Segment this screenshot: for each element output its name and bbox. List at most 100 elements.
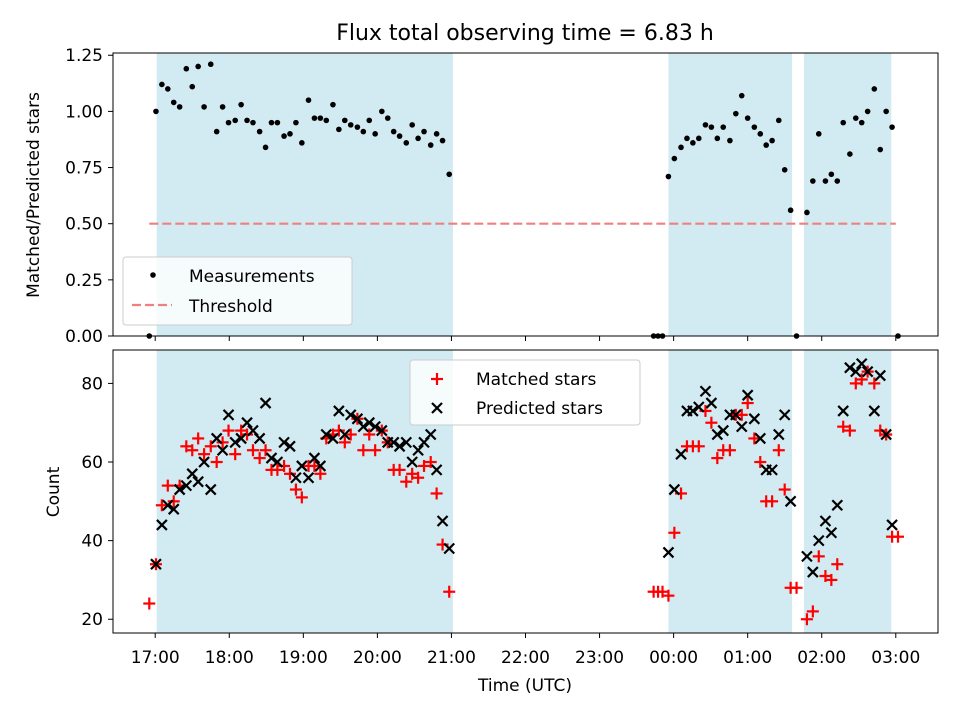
predicted-star-point — [844, 361, 856, 374]
predicted-star-point — [807, 566, 819, 578]
matched-star-point — [424, 456, 437, 469]
predicted-star-point — [253, 432, 266, 445]
measurement-point — [396, 133, 403, 139]
measurement-point — [433, 131, 440, 137]
matched-star-point — [837, 420, 850, 433]
predicted-star-point — [784, 495, 797, 508]
matched-star-point — [198, 448, 211, 461]
matched-star-point — [800, 613, 813, 626]
predicted-star-point — [662, 546, 675, 559]
matched-star-point — [186, 444, 199, 457]
predicted-star-point — [357, 420, 370, 433]
predicted-star-point — [443, 542, 455, 555]
measurement-point — [183, 65, 190, 72]
top-panel: 0.00 0.25 0.50 0.75 1.00 1.25 Matched/Predict… — [24, 46, 939, 347]
matched-star-point — [289, 483, 302, 496]
matched-star-point — [344, 428, 357, 441]
measurement-point — [847, 151, 853, 157]
predicted-star-point — [748, 413, 761, 425]
matched-star-point — [723, 444, 736, 457]
x-axis-label: Time (UTC) — [477, 676, 572, 696]
predicted-star-point — [363, 416, 376, 429]
matched-star-point — [192, 432, 205, 445]
predicted-star-point — [387, 436, 400, 449]
measurement-point — [751, 124, 758, 130]
matched-star-point — [692, 440, 705, 453]
predicted-star-point — [436, 515, 449, 527]
measurement-point — [781, 166, 788, 173]
top-y-axis-label: Matched/Predicted stars — [24, 92, 44, 298]
predicted-star-point — [861, 365, 874, 378]
predicted-star-point — [711, 428, 724, 441]
matched-star-point — [831, 558, 844, 571]
predicted-star-point — [210, 432, 223, 445]
matched-star-point — [295, 491, 308, 504]
predicted-star-point — [192, 475, 204, 488]
measurement-point — [268, 119, 275, 126]
measurement-point — [883, 108, 889, 115]
matched-star-point — [668, 526, 681, 539]
predicted-star-point — [186, 468, 199, 480]
predicted-star-point — [173, 483, 186, 496]
predicted-star-point — [412, 444, 424, 457]
predicted-star-point — [754, 432, 767, 445]
measurement-point — [858, 119, 865, 126]
x-tick-label: 23:00 — [575, 648, 624, 668]
measurement-point — [763, 142, 769, 148]
legend-predicted-marker — [431, 402, 443, 414]
predicted-star-point — [204, 483, 217, 496]
matched-star-point — [892, 530, 905, 543]
matched-star-point — [204, 440, 217, 453]
measurement-point — [207, 61, 214, 68]
measurement-point — [733, 110, 739, 117]
predicted-star-point — [735, 420, 748, 433]
measurement-point — [159, 81, 165, 88]
matched-star-point — [855, 373, 868, 386]
x-tick-label: 20:00 — [353, 648, 402, 668]
measurement-point — [311, 115, 318, 121]
measurement-point — [787, 207, 794, 214]
predicted-star-point — [778, 409, 791, 421]
matched-star-point — [259, 444, 272, 457]
predicted-star-point — [393, 440, 406, 453]
legend-measurement-marker — [150, 272, 156, 278]
matched-star-point — [283, 467, 296, 480]
bottom-shaded-interval-3 — [803, 350, 892, 633]
matched-star-point — [338, 436, 351, 449]
measurement-point — [738, 92, 745, 99]
measurement-point — [336, 126, 342, 133]
measurement-point — [720, 124, 727, 130]
predicted-star-point — [344, 409, 357, 421]
measurement-point — [409, 122, 415, 128]
predicted-star-point — [675, 448, 687, 460]
top-y-tick-label: 1.00 — [65, 102, 103, 122]
measurement-point — [372, 131, 378, 137]
measurement-point — [695, 135, 702, 142]
matched-star-point — [790, 581, 803, 594]
measurement-point — [403, 140, 410, 146]
top-y-tick-label: 0.25 — [65, 271, 103, 291]
measurement-point — [170, 99, 177, 106]
bottom-panel: 20 40 60 80 Count Matched stars Predicted s… — [44, 349, 939, 696]
bottom-y-axis-label: Count — [44, 466, 64, 517]
measurement-point — [815, 131, 822, 137]
measurement-point — [225, 119, 232, 126]
predicted-star-point — [198, 456, 210, 468]
predicted-star-point — [693, 401, 705, 413]
matched-star-point — [246, 444, 259, 457]
predicted-star-point — [327, 432, 339, 445]
matched-star-point — [705, 416, 718, 429]
predicted-star-point — [271, 456, 284, 468]
measurement-point — [889, 124, 895, 130]
matched-star-point — [754, 456, 767, 469]
x-tick-label: 21:00 — [427, 648, 476, 668]
predicted-star-point — [241, 416, 253, 429]
matched-star-point — [143, 597, 156, 610]
matched-star-point — [741, 397, 754, 410]
measurement-point — [415, 135, 421, 142]
measurement-point — [213, 128, 220, 135]
measurement-point — [238, 101, 244, 108]
predicted-star-point — [850, 365, 862, 378]
matched-star-point — [868, 377, 881, 390]
